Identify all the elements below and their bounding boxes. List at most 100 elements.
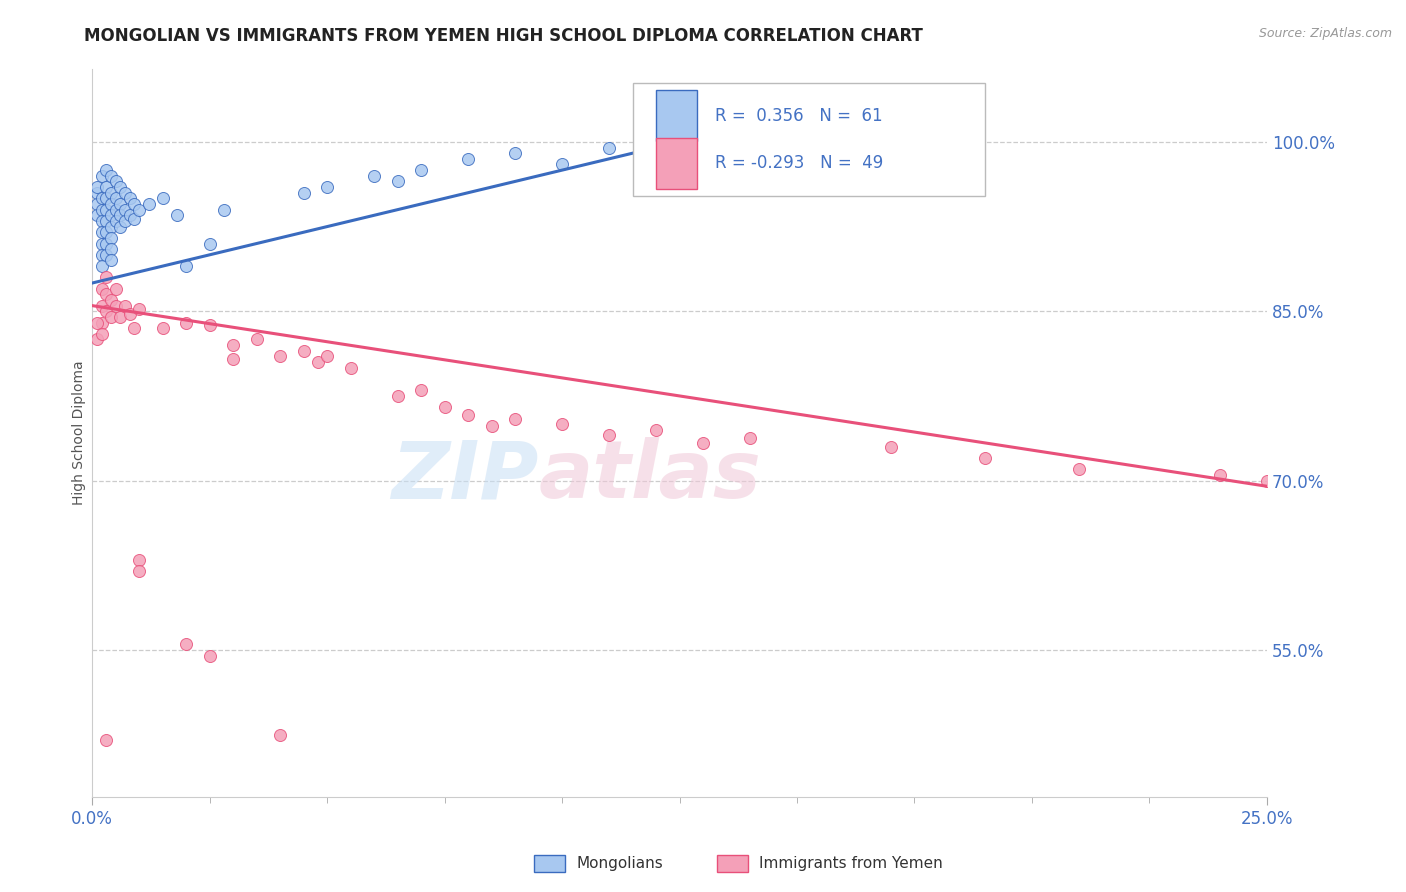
Point [1256,474,1278,488]
Point [114,214,136,228]
Point [692,129,714,144]
Point [86,316,108,330]
Point [457,152,479,166]
Point [292,343,315,358]
Point [114,299,136,313]
Point [138,197,160,211]
Point [96,287,118,301]
Point [692,436,714,450]
Point [1067,462,1090,476]
Point [96,304,118,318]
Point [118,208,141,222]
Point [96,163,118,178]
Point [100,253,122,268]
Point [411,384,433,398]
Point [114,186,136,200]
Point [110,197,132,211]
Point [100,293,122,307]
Point [124,321,146,335]
Text: R =  0.356   N =  61: R = 0.356 N = 61 [714,107,883,125]
Point [96,270,118,285]
Point [86,180,108,194]
Point [86,197,108,211]
Point [1209,467,1232,482]
Text: Source: ZipAtlas.com: Source: ZipAtlas.com [1258,27,1392,40]
Point [551,417,574,432]
Point [387,389,409,403]
Point [96,191,118,205]
Text: MONGOLIAN VS IMMIGRANTS FROM YEMEN HIGH SCHOOL DIPLOMA CORRELATION CHART: MONGOLIAN VS IMMIGRANTS FROM YEMEN HIGH … [84,27,924,45]
Point [86,333,108,347]
Point [104,299,127,313]
Point [96,236,118,251]
Point [198,236,221,251]
Point [292,186,315,200]
Point [387,174,409,188]
Point [316,350,339,364]
FancyBboxPatch shape [657,137,697,189]
Point [246,333,269,347]
FancyBboxPatch shape [633,83,986,196]
Point [90,282,112,296]
Text: ZIP: ZIP [391,437,538,516]
Text: R = -0.293   N =  49: R = -0.293 N = 49 [714,154,883,172]
Point [114,202,136,217]
Point [90,326,112,341]
Point [90,202,112,217]
Y-axis label: High School Diploma: High School Diploma [72,360,86,505]
Point [90,299,112,313]
Point [110,180,132,194]
Point [174,316,197,330]
Point [100,310,122,324]
Point [104,202,127,217]
Point [100,242,122,256]
Point [339,360,361,375]
Point [128,564,150,578]
Point [174,259,197,273]
Point [222,351,245,366]
Point [411,163,433,178]
Point [90,316,112,330]
Point [96,248,118,262]
Point [124,211,146,226]
Point [198,648,221,663]
Point [104,214,127,228]
Point [738,431,761,445]
Point [100,186,122,200]
Point [316,180,339,194]
Point [118,191,141,205]
FancyBboxPatch shape [657,90,697,141]
Point [124,197,146,211]
Point [86,186,108,200]
Point [90,169,112,183]
Point [90,225,112,239]
Point [110,310,132,324]
Point [152,321,174,335]
Point [363,169,385,183]
Point [96,180,118,194]
Text: atlas: atlas [538,437,761,516]
Point [90,214,112,228]
Point [118,306,141,320]
Point [128,552,150,566]
Point [457,408,479,422]
Point [90,236,112,251]
Point [307,355,329,369]
Point [598,140,620,154]
Point [598,428,620,442]
Point [90,248,112,262]
Point [481,419,503,434]
Point [96,202,118,217]
Point [90,191,112,205]
Point [96,225,118,239]
Point [269,728,291,742]
Point [96,733,118,747]
Point [174,637,197,651]
Point [152,191,174,205]
Point [128,202,150,217]
Point [433,401,456,415]
Text: Mongolians: Mongolians [576,856,664,871]
Point [90,259,112,273]
Point [974,450,997,465]
Text: Immigrants from Yemen: Immigrants from Yemen [759,856,943,871]
